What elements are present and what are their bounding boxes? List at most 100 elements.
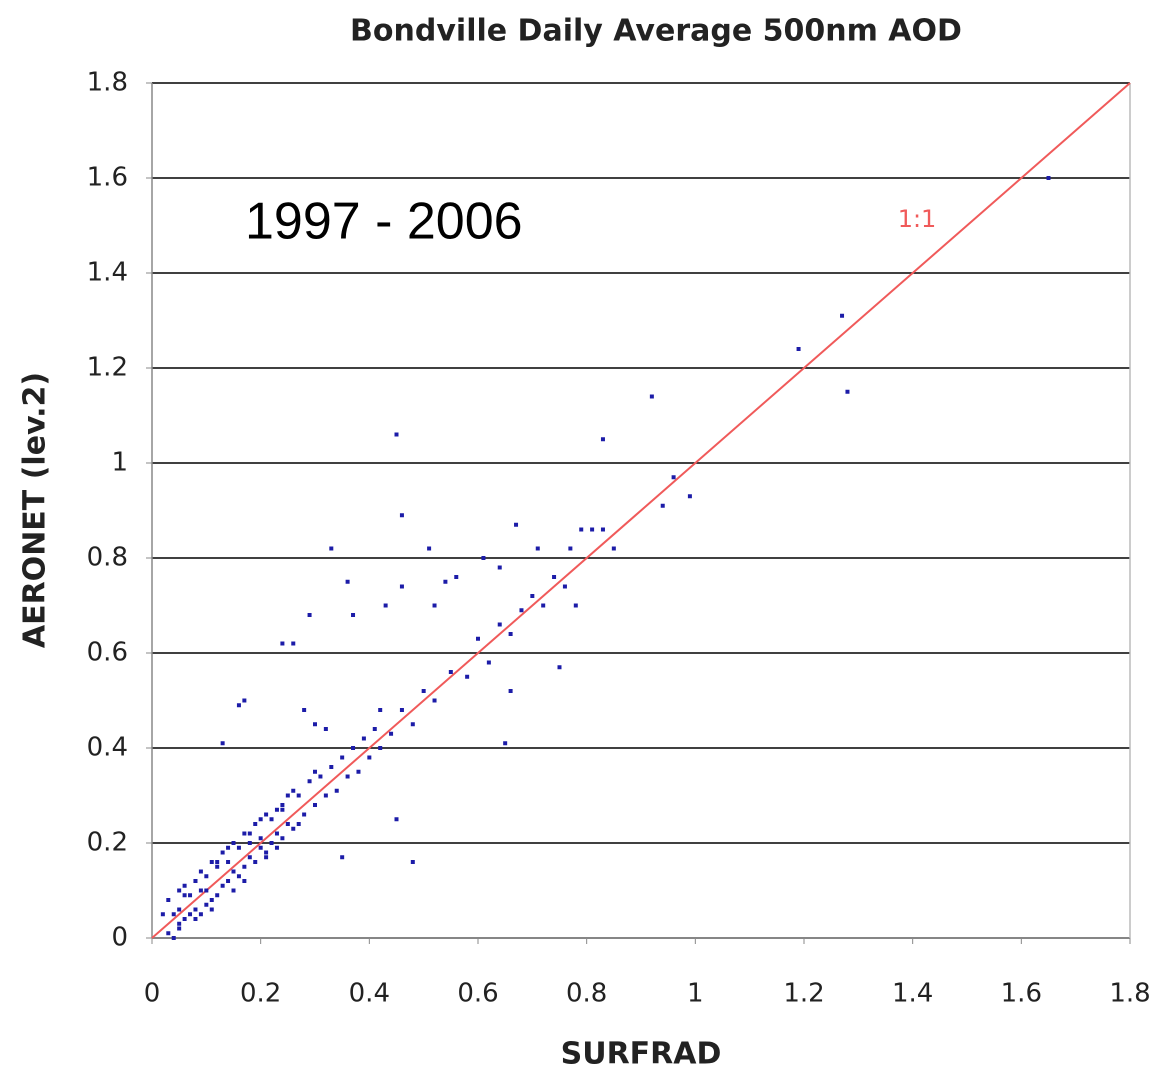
point [427, 546, 432, 551]
point [568, 546, 573, 551]
y-tick-label: 0.8 [87, 543, 128, 573]
point [334, 788, 339, 793]
point [840, 313, 845, 318]
point [514, 522, 519, 527]
point [579, 527, 584, 532]
point [399, 513, 404, 518]
point [247, 855, 252, 860]
point [378, 708, 383, 712]
point [421, 689, 426, 693]
point [573, 603, 578, 608]
point [410, 860, 415, 864]
point [253, 822, 258, 826]
point [302, 708, 307, 712]
point [215, 860, 220, 864]
point [166, 931, 171, 936]
chart-title: Bondville Daily Average 500nm AOD [350, 14, 962, 49]
y-tick-label: 1 [111, 448, 128, 478]
point [236, 874, 241, 879]
point [361, 736, 366, 741]
point [188, 912, 193, 917]
point [611, 546, 616, 551]
y-tick-label: 1.4 [87, 258, 128, 288]
x-tick-label: 0 [144, 979, 161, 1009]
point [340, 755, 345, 760]
point [497, 565, 502, 570]
point [399, 584, 404, 589]
point [323, 793, 328, 798]
point [274, 807, 279, 812]
point [448, 670, 453, 674]
point [269, 841, 274, 845]
point [465, 674, 470, 679]
point [242, 831, 247, 836]
point [226, 879, 231, 883]
point [497, 622, 502, 627]
point [204, 902, 209, 907]
point [307, 613, 312, 617]
point [209, 907, 214, 912]
y-axis-label: AERONET (lev.2) [18, 372, 53, 648]
point [378, 746, 383, 750]
point [242, 864, 247, 869]
point [541, 603, 546, 608]
point [182, 883, 187, 888]
point [291, 788, 296, 793]
point [443, 579, 448, 584]
point [220, 850, 225, 855]
point [389, 731, 394, 736]
point [562, 584, 567, 589]
point [340, 855, 345, 860]
point [177, 926, 182, 931]
point [285, 822, 290, 826]
point [432, 698, 437, 703]
point [177, 907, 182, 912]
point [486, 660, 491, 665]
y-tick-label: 1.8 [87, 68, 128, 98]
point [215, 893, 220, 898]
point [687, 494, 692, 499]
point [313, 769, 317, 774]
x-tick-label: 0.8 [566, 979, 607, 1009]
point [323, 727, 328, 731]
point [345, 579, 350, 584]
point [432, 603, 437, 608]
point [600, 527, 605, 532]
x-tick-label: 0.2 [240, 979, 281, 1009]
point [671, 475, 676, 480]
reference-line-label: 1:1 [898, 205, 937, 233]
point [226, 860, 231, 864]
y-tick-label: 0.6 [87, 638, 128, 668]
point [394, 817, 399, 822]
point [188, 893, 193, 898]
point [242, 698, 247, 703]
point [535, 546, 540, 551]
y-tick-label: 1.6 [87, 163, 128, 193]
point [247, 841, 252, 845]
x-tick-label: 1.4 [892, 979, 933, 1009]
reference-line [151, 82, 1131, 939]
point [204, 888, 209, 893]
point [280, 803, 285, 807]
point [481, 556, 486, 560]
point [198, 888, 203, 893]
point [264, 850, 269, 855]
y-tick-label: 0 [111, 923, 128, 953]
point [247, 831, 252, 836]
point [236, 845, 241, 850]
point [307, 779, 312, 784]
point [351, 746, 356, 750]
point [258, 817, 263, 822]
point [204, 874, 209, 879]
point [280, 807, 285, 812]
x-tick-label: 1.6 [1001, 979, 1042, 1009]
point [182, 917, 187, 921]
point [182, 893, 187, 898]
point [209, 860, 214, 864]
point [600, 437, 605, 442]
point [356, 769, 361, 774]
point [264, 812, 269, 817]
point [231, 888, 236, 893]
point [351, 613, 356, 617]
